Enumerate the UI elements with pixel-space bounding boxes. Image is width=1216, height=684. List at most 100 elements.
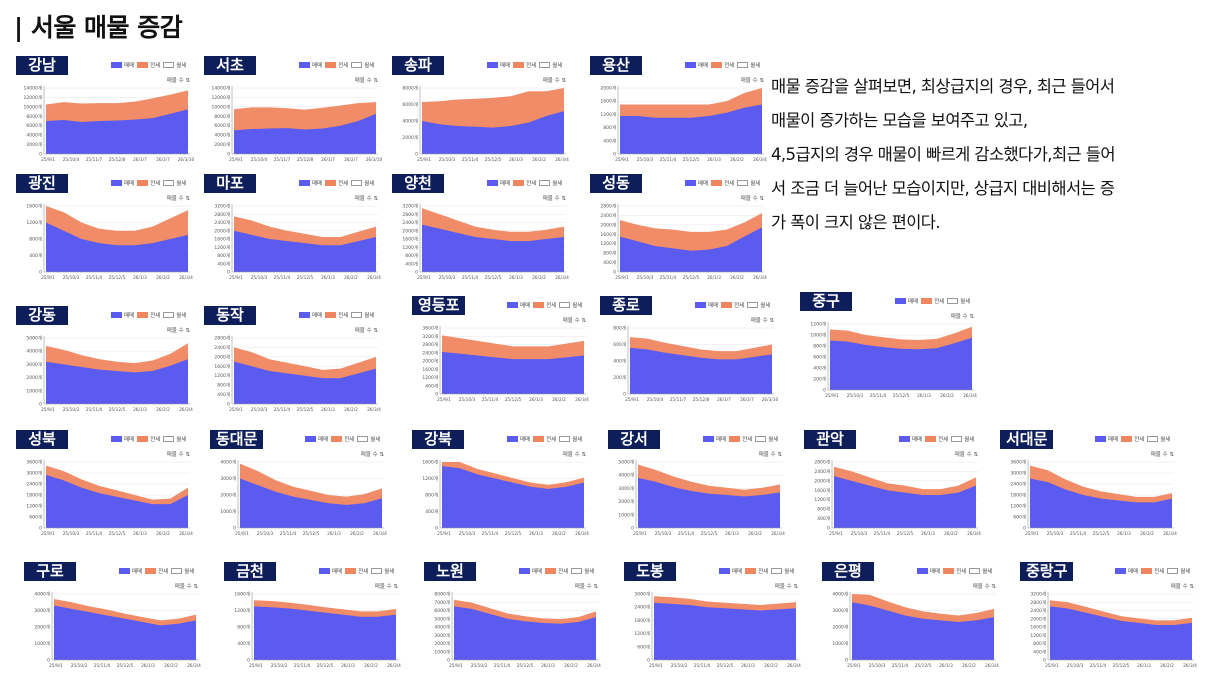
chart-legend: 매매 전세 월세 [108, 435, 186, 443]
x-tick-label: 25/11/4 [678, 531, 695, 537]
legend-swatch [533, 436, 545, 442]
y-tick-label: 0 [415, 152, 418, 158]
y-tick-label: 0 [247, 658, 250, 664]
y-tick-label: 600개 [813, 354, 826, 361]
legend-label: 전세 [956, 569, 967, 575]
legend-label: 매매 [500, 181, 511, 187]
chart-gwanak: 0 400개 800개 1200개 1600개 2000개 2400개 2800개 25/9/1… [802, 430, 982, 540]
x-tick-label: 26/3/4 [753, 157, 767, 163]
district-label: 서대문 [1000, 430, 1054, 449]
legend-label: 월세 [964, 437, 975, 443]
series-sale-area [834, 476, 976, 528]
legend-label: 매매 [698, 181, 709, 187]
y-tick-label: 6000개 [26, 122, 42, 129]
legend-swatch [513, 62, 525, 68]
legend-label: 매매 [716, 437, 727, 443]
chart-gangdong: 0 1000개 2000개 3000개 4000개 5000개 25/9/1 25/10/3 2… [14, 306, 194, 416]
x-tick-label: 25/10/3 [637, 157, 654, 163]
y-tick-label: 3000개 [26, 470, 42, 477]
x-tick-label: 26/2/2 [164, 663, 178, 669]
x-tick-label: 25/11/4 [94, 663, 111, 669]
y-tick-label: 800개 [237, 624, 250, 631]
chart-legend: 매매 전세 월세 [716, 567, 794, 575]
district-label: 도봉 [624, 562, 676, 581]
legend-label: 전세 [546, 303, 557, 309]
x-tick-label: 26/1/3 [921, 531, 935, 537]
y-tick-label: 2000개 [34, 624, 50, 631]
legend-label: 전세 [934, 299, 945, 305]
district-label: 중구 [800, 292, 852, 311]
y-tick-label: 1200개 [26, 219, 42, 226]
order-label: 매물 수 ⇅ [166, 196, 190, 202]
legend-swatch [319, 568, 330, 574]
x-tick-label: 26/3/4 [555, 275, 569, 281]
y-tick-label: 0 [613, 270, 616, 276]
legend-swatch [747, 302, 759, 308]
y-tick-label: 1600개 [422, 459, 438, 466]
x-tick-label: 25/12/5 [1113, 663, 1130, 669]
description-line: 서 조금 더 늘어난 모습이지만, 상급지 대비해서는 증 [771, 179, 1115, 198]
legend-label: 매매 [732, 569, 743, 575]
chart-junggu: 0 200개 400개 600개 800개 1000개 1200개 25/9/1 25/10/3… [798, 292, 978, 402]
y-tick-label: 2000개 [214, 227, 230, 234]
x-tick-label: 26/2/2 [156, 407, 170, 413]
legend-label: 월세 [760, 303, 771, 309]
legend-swatch [969, 568, 981, 574]
y-tick-label: 1200개 [422, 374, 438, 381]
x-tick-label: 26/2/2 [962, 663, 976, 669]
legend-swatch [119, 568, 130, 574]
y-tick-label: 8000개 [26, 113, 42, 120]
x-tick-label: 26/2/7 [344, 157, 358, 163]
y-tick-label: 1600개 [214, 363, 230, 370]
y-tick-label: 400개 [237, 640, 250, 647]
order-label: 매물 수 ⇅ [360, 452, 384, 458]
chart-legend: 매매 전세 월세 [1112, 567, 1190, 575]
x-tick-label: 25/11/4 [274, 407, 291, 413]
x-tick-label: 25/12/5 [517, 663, 534, 669]
x-tick-label: 26/3/4 [555, 157, 569, 163]
order-label: 매물 수 ⇅ [166, 452, 190, 458]
legend-label: 월세 [552, 181, 563, 187]
y-tick-label: 200개 [613, 374, 626, 381]
x-tick-label: 25/12/5 [117, 663, 134, 669]
legend-label: 전세 [344, 437, 355, 443]
legend-swatch [163, 180, 175, 186]
y-tick-label: 5000개 [618, 459, 634, 466]
y-tick-label: 4000개 [26, 348, 42, 355]
chart-legend: 매매 전세 월세 [692, 301, 770, 309]
x-tick-label: 25/12/5 [485, 275, 502, 281]
district-label: 성동 [590, 174, 642, 193]
district-label: 영등포 [412, 296, 466, 315]
x-tick-label: 25/12/8 [693, 397, 710, 403]
order-label: 매물 수 ⇅ [950, 314, 974, 320]
chart-gwangjin: 0 400개 800개 1200개 1600개 25/9/1 25/10/3 25/11/4 2… [14, 174, 194, 284]
chart-legend: 매매 전세 월세 [892, 297, 970, 305]
district-label: 노원 [424, 562, 476, 581]
chart-legend: 매매 전세 월세 [700, 435, 778, 443]
series-sale-area [638, 477, 780, 528]
x-tick-label: 26/2/2 [944, 531, 958, 537]
y-tick-label: 3000개 [434, 632, 450, 639]
y-tick-label: 2800개 [214, 211, 230, 218]
y-tick-label: 4000개 [220, 459, 236, 466]
legend-swatch [325, 62, 337, 68]
y-tick-label: 600개 [1013, 514, 1026, 521]
legend-label: 월세 [364, 63, 375, 69]
series-sale-area [422, 111, 564, 154]
order-label: 매물 수 ⇅ [562, 318, 586, 324]
legend-swatch [721, 302, 733, 308]
x-tick-label: 25/10/3 [847, 393, 864, 399]
chart-dongdaemun: 0 1000개 2000개 3000개 4000개 25/9/1 25/10/3 25/11/… [208, 430, 388, 540]
x-tick-label: 25/11/7 [86, 157, 103, 163]
y-tick-label: 0 [827, 526, 830, 532]
legend-label: 매매 [132, 569, 143, 575]
x-tick-label: 25/10/3 [71, 663, 88, 669]
x-tick-label: 25/9/1 [229, 275, 243, 281]
district-label: 서초 [204, 56, 256, 75]
order-label: 매물 수 ⇅ [166, 328, 190, 334]
description: 매물 증감을 살펴보면, 최상급지의 경우, 최근 들어서 매물이 증가하는 모… [771, 70, 1211, 240]
y-tick-label: 400개 [603, 137, 616, 144]
x-tick-label: 26/3/10 [178, 157, 195, 163]
x-tick-label: 26/3/4 [963, 393, 977, 399]
